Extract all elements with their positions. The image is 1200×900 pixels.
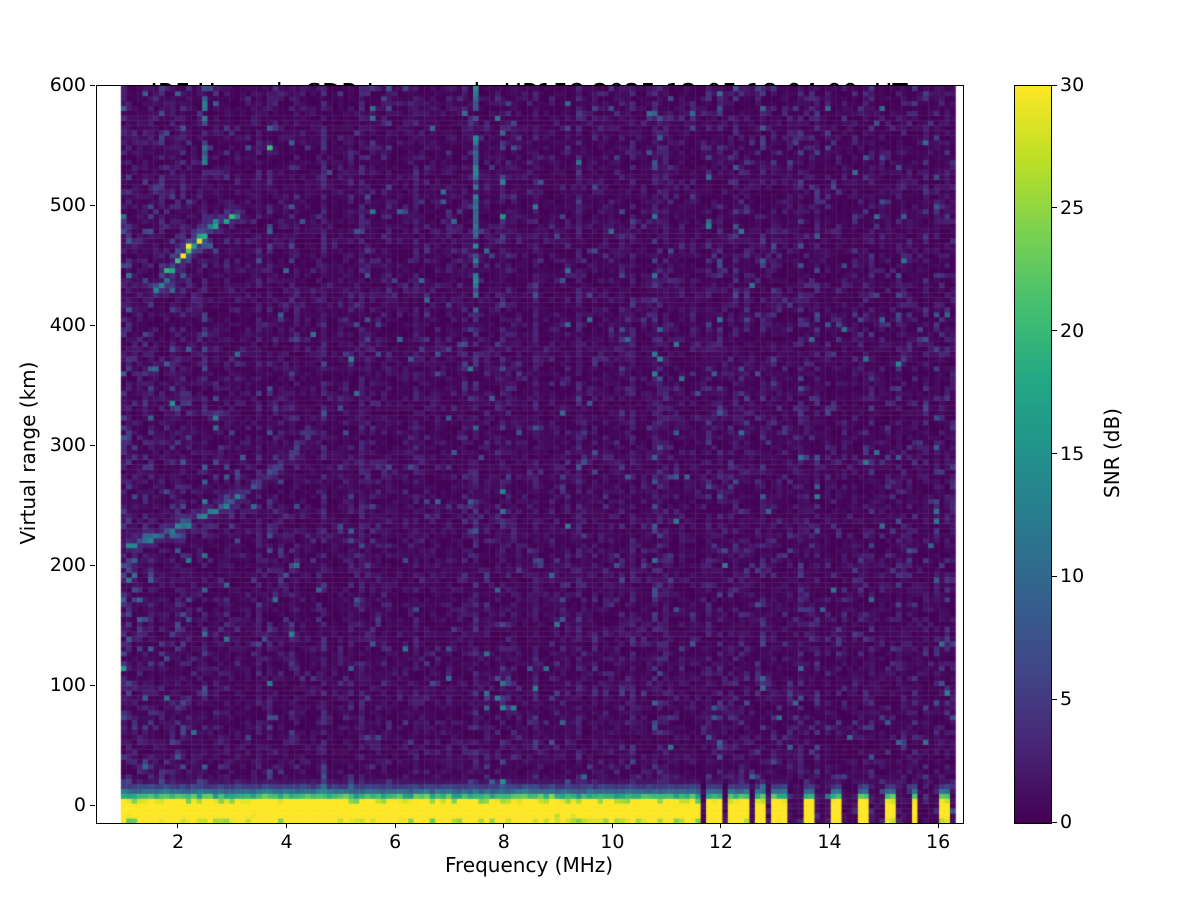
colorbar-tick-label: 10 — [1060, 565, 1085, 588]
y-tick-mark — [90, 324, 95, 326]
colorbar-tick-label: 0 — [1060, 811, 1073, 833]
colorbar-tick-label: 30 — [1060, 74, 1085, 96]
x-tick-label: 4 — [280, 831, 293, 853]
x-tick-label: 2 — [171, 831, 185, 853]
x-tick-mark — [394, 823, 396, 828]
y-tick-label: 500 — [49, 194, 86, 217]
colorbar-tick-mark — [1052, 330, 1057, 332]
y-tick-mark — [90, 84, 95, 86]
colorbar-tick-label: 20 — [1060, 319, 1085, 342]
x-tick-mark — [503, 823, 505, 828]
x-tick-label: 14 — [817, 831, 842, 853]
y-tick-label: 600 — [49, 74, 86, 96]
x-tick-mark — [611, 823, 613, 828]
x-tick-mark — [937, 823, 939, 828]
y-tick-label: 300 — [49, 434, 86, 457]
x-tick-mark — [286, 823, 288, 828]
x-tick-mark — [177, 823, 179, 828]
heatmap-canvas — [97, 86, 963, 823]
x-tick-label: 16 — [926, 831, 951, 853]
y-tick-mark — [90, 564, 95, 566]
x-tick-label: 10 — [600, 831, 625, 853]
colorbar — [1014, 85, 1052, 824]
y-tick-label: 400 — [49, 314, 86, 337]
x-tick-label: 12 — [708, 831, 734, 853]
colorbar-tick-mark — [1052, 575, 1057, 577]
y-tick-label: 200 — [49, 554, 86, 577]
colorbar-label: SNR (dB) — [1100, 408, 1124, 498]
y-tick-label: 100 — [49, 674, 86, 697]
y-tick-mark — [90, 804, 95, 806]
x-tick-label: 6 — [389, 831, 402, 853]
plot-area — [96, 85, 964, 824]
colorbar-tick-label: 15 — [1060, 442, 1085, 465]
colorbar-tick-mark — [1052, 84, 1057, 86]
colorbar-tick-mark — [1052, 453, 1057, 454]
x-axis-label: Frequency (MHz) — [444, 853, 614, 877]
colorbar-tick-mark — [1052, 821, 1057, 823]
colorbar-tick-label: 25 — [1060, 196, 1085, 219]
y-tick-mark — [90, 204, 95, 206]
colorbar-tick-mark — [1052, 698, 1057, 700]
x-tick-mark — [720, 823, 722, 828]
y-tick-mark — [90, 444, 95, 446]
y-tick-mark — [90, 684, 95, 686]
colorbar-tick-mark — [1052, 207, 1057, 209]
x-tick-label: 8 — [497, 831, 510, 853]
y-tick-label: 0 — [73, 794, 86, 817]
x-tick-mark — [829, 823, 831, 828]
colorbar-tick-label: 5 — [1060, 688, 1073, 711]
colorbar-canvas — [1015, 86, 1051, 823]
